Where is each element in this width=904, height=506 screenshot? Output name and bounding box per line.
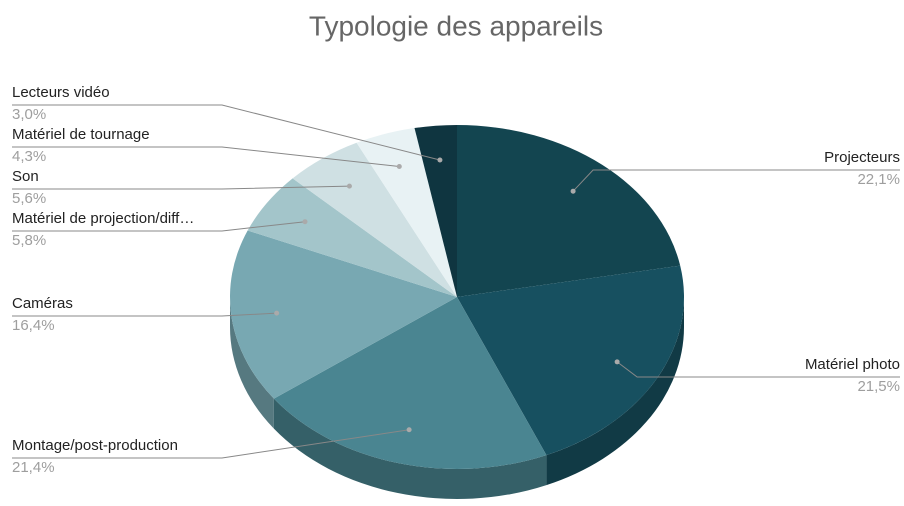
leader-line (12, 146, 400, 168)
pie-side (546, 297, 684, 486)
leader-dot (437, 157, 443, 163)
pie-slice (292, 142, 457, 297)
leader-line (572, 169, 900, 192)
data-label: 3,0% (12, 106, 46, 123)
data-label: 22,1% (857, 171, 900, 188)
leader-line (12, 104, 441, 161)
data-label: 21,4% (12, 459, 55, 476)
pie-slice (247, 178, 457, 297)
leader-line (12, 429, 410, 459)
leader-dot (274, 310, 280, 316)
legend-label: Projecteurs (824, 149, 900, 166)
data-label: 16,4% (12, 317, 55, 334)
legend-label: Son (12, 168, 39, 185)
leader-line (12, 312, 277, 317)
legend-label: Lecteurs vidéo (12, 84, 110, 101)
chart-title: Typologie des appareils (309, 10, 603, 41)
leader-dot (346, 183, 352, 189)
legend-label: Matériel de projection/diff… (12, 210, 194, 227)
legend-label: Matériel photo (805, 356, 900, 373)
pie-side (273, 398, 547, 499)
data-label: 4,3% (12, 148, 46, 165)
pie-slice (457, 125, 681, 297)
leader-dot (614, 359, 620, 365)
leader-dot (406, 427, 412, 433)
data-label: 21,5% (857, 378, 900, 395)
pie-side (230, 297, 274, 429)
legend-label: Montage/post-production (12, 437, 178, 454)
pie-slice (273, 297, 547, 469)
leader-line (616, 361, 900, 378)
legend-label: Matériel de tournage (12, 126, 150, 143)
data-label: 5,6% (12, 190, 46, 207)
pie-slice (457, 265, 684, 456)
data-label: 5,8% (12, 232, 46, 249)
leader-dot (302, 219, 308, 225)
pie-slice (356, 128, 457, 297)
leader-line (12, 221, 306, 232)
pie-sides (230, 297, 684, 499)
leader-dot (570, 188, 576, 194)
leader-dot (396, 164, 402, 170)
legend-label: Caméras (12, 295, 73, 312)
pie-slice (414, 125, 457, 297)
pie-tops (229, 125, 684, 469)
pie-slice (229, 230, 457, 399)
leader-line (12, 185, 350, 190)
